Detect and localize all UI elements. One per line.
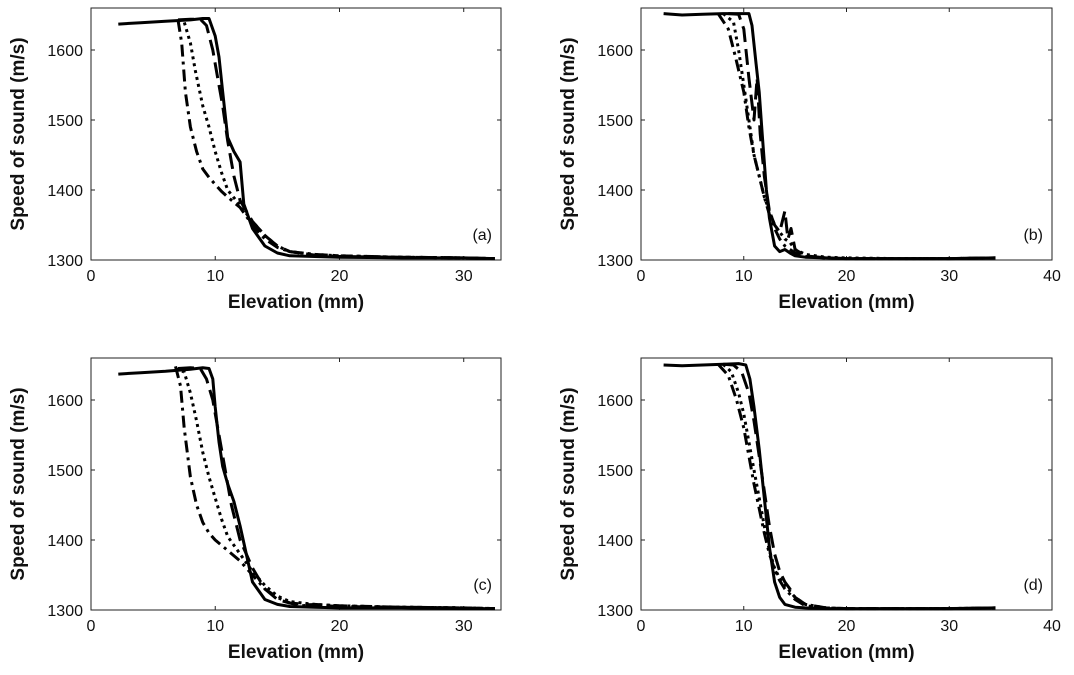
- axes-frame-a: [90, 7, 502, 261]
- y-tick-label: 1500: [47, 113, 83, 130]
- x-tick-label: 40: [1043, 268, 1061, 285]
- y-tick-label: 1400: [47, 533, 83, 550]
- panel-c: 0 10 20 30 1300 1400 1500 1600 Elevation (mm) Spe…: [8, 357, 502, 663]
- panel-label: (b): [1023, 227, 1043, 244]
- y-tick-label: 1300: [47, 603, 83, 620]
- series-line-dotted: [177, 18, 495, 261]
- x-tick-label: 30: [455, 268, 473, 285]
- y-tick-label: 1500: [47, 463, 83, 480]
- y-axis-label: Speed of sound (m/s): [558, 387, 579, 580]
- x-tick-label: 20: [838, 618, 856, 635]
- x-tick-label: 0: [87, 618, 96, 635]
- x-tick-label: 20: [331, 618, 349, 635]
- axes-frame-b: [640, 7, 1053, 261]
- y-tick-label: 1600: [47, 43, 83, 60]
- panel-label: (d): [1023, 577, 1043, 594]
- panel-label: (a): [472, 227, 492, 244]
- series-line-solid: [663, 12, 996, 261]
- series-line-dashed: [177, 366, 495, 611]
- y-tick-label: 1300: [597, 603, 633, 620]
- x-tick-label: 20: [838, 268, 856, 285]
- y-tick-label: 1600: [597, 43, 633, 60]
- x-tick-label: 10: [206, 268, 224, 285]
- y-tick-label: 1400: [597, 183, 633, 200]
- series-line-dashdot: [174, 366, 495, 611]
- axes-frame-d: [640, 357, 1053, 611]
- x-tick-label: 10: [206, 618, 224, 635]
- x-axis-label: Elevation (mm): [778, 642, 914, 663]
- y-axis-label: Speed of sound (m/s): [8, 387, 29, 580]
- y-tick-label: 1500: [597, 463, 633, 480]
- y-tick-label: 1500: [597, 113, 633, 130]
- x-tick-label: 10: [735, 268, 753, 285]
- x-tick-label: 40: [1043, 618, 1061, 635]
- x-axis-label: Elevation (mm): [228, 642, 364, 663]
- series-line-dashed: [728, 12, 996, 261]
- panel-d: 0 10 20 30 40 1300 1400 1500 1600 Elevation (mm) S…: [558, 357, 1061, 663]
- x-tick-label: 0: [637, 618, 646, 635]
- series-line-solid: [118, 17, 495, 261]
- axes-frame-c: [90, 357, 502, 611]
- series-line-dashdot: [176, 19, 495, 261]
- series-line-dotted: [174, 367, 495, 611]
- series-line-dashdot: [716, 363, 996, 611]
- x-tick-label: 0: [87, 268, 96, 285]
- series-line-solid: [118, 366, 495, 611]
- panel-b: 0 10 20 30 40 1300 1400 1500 1600 Elevation (mm) S…: [558, 7, 1061, 313]
- y-tick-label: 1400: [597, 533, 633, 550]
- panel-a: 0 10 20 30 1300 1400 1500 1600 Elevation (mm) Spe…: [8, 7, 502, 313]
- x-tick-label: 30: [940, 268, 958, 285]
- series-line-dotted: [722, 12, 996, 261]
- y-axis-label: Speed of sound (m/s): [558, 37, 579, 230]
- series-line-dashdot: [716, 12, 996, 261]
- series-line-dashed: [177, 17, 495, 261]
- x-axis-label: Elevation (mm): [228, 292, 364, 313]
- x-tick-label: 10: [735, 618, 753, 635]
- y-tick-label: 1600: [597, 393, 633, 410]
- x-tick-label: 20: [331, 268, 349, 285]
- y-tick-label: 1400: [47, 183, 83, 200]
- y-axis-label: Speed of sound (m/s): [8, 37, 29, 230]
- y-tick-label: 1300: [597, 253, 633, 270]
- panel-label: (c): [473, 577, 492, 594]
- series-line-solid: [663, 362, 996, 611]
- x-axis-label: Elevation (mm): [778, 292, 914, 313]
- x-tick-label: 30: [940, 618, 958, 635]
- x-tick-label: 30: [455, 618, 473, 635]
- y-tick-label: 1600: [47, 393, 83, 410]
- y-tick-label: 1300: [47, 253, 83, 270]
- x-tick-label: 0: [637, 268, 646, 285]
